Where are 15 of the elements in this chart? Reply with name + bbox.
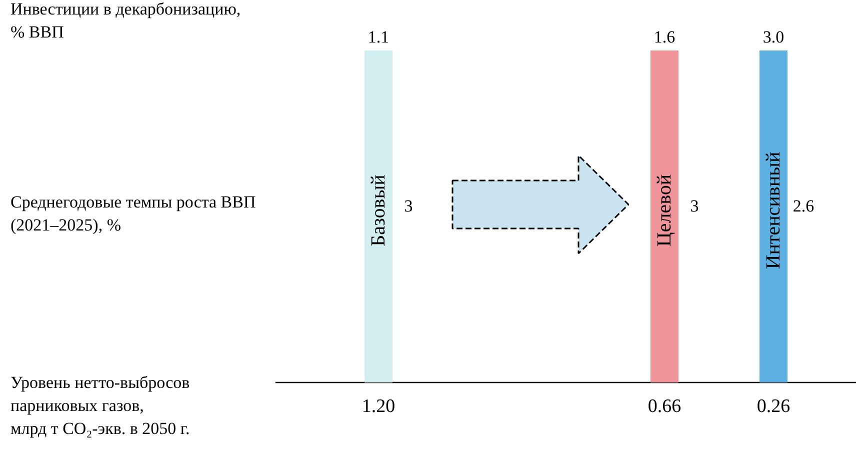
data-label: 1.6 xyxy=(654,28,676,46)
text: Среднегодовые темпы роста ВВП (2021–2025), % xyxy=(10,192,256,234)
data-label: 1.1 xyxy=(368,28,390,46)
data-label: 0.66 xyxy=(648,396,682,417)
data-label: 3.0 xyxy=(762,28,784,46)
data-label: 1.20 xyxy=(362,396,396,417)
category-label: Базовый xyxy=(368,174,390,246)
category-label: Целевой xyxy=(654,174,676,247)
text: Уровень нетто-выбросов парниковых газов, млрд т CO₂-экв. в 2050 г. xyxy=(10,373,190,438)
data-label: 3 xyxy=(690,196,699,216)
text: Инвестиции в декарбонизацию, % ВВП xyxy=(10,0,241,42)
data-label: 2.6 xyxy=(792,196,814,216)
data-label: 0.26 xyxy=(756,396,790,417)
data-label: 3 xyxy=(404,196,413,216)
category-label: Интенсивный xyxy=(762,152,784,270)
